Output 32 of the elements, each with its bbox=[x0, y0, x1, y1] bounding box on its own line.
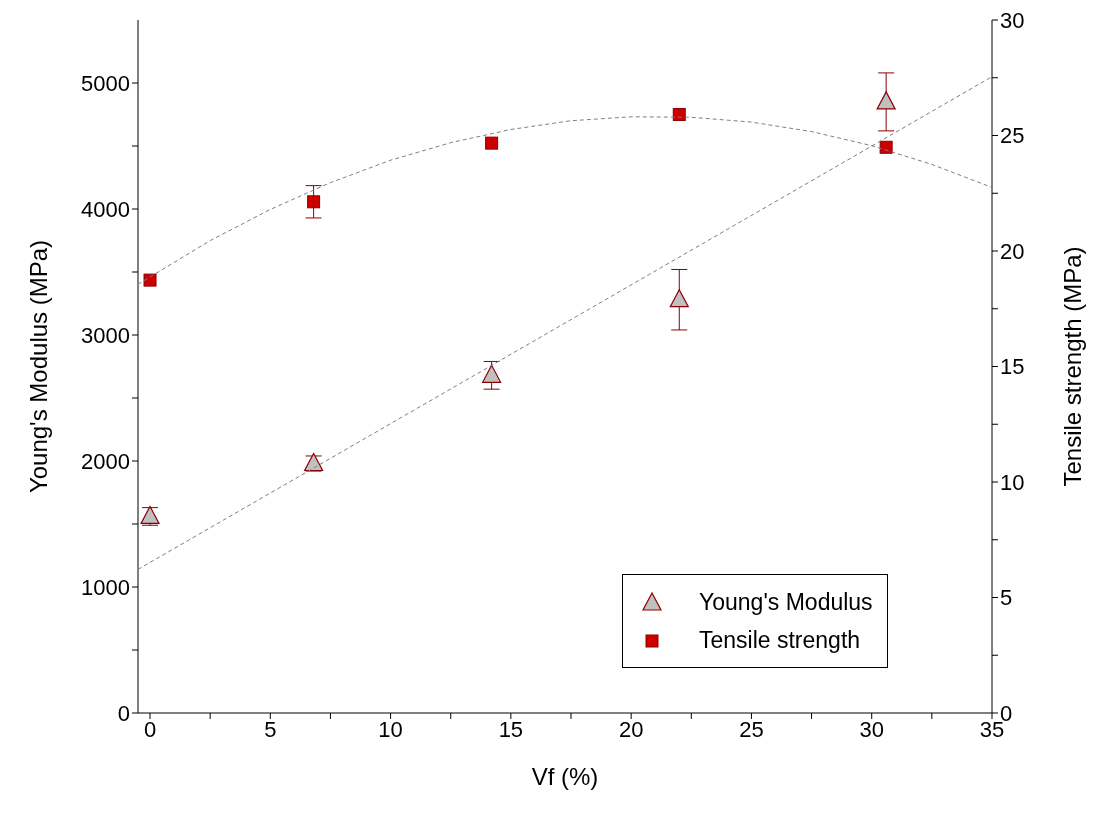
x-tick-label: 5 bbox=[264, 716, 277, 742]
y-tick-label: 2000 bbox=[81, 448, 130, 474]
y-axis-title: Young's Modulus (MPa) bbox=[24, 239, 52, 494]
point bbox=[485, 136, 499, 150]
x-tick-label: 20 bbox=[618, 716, 644, 742]
point bbox=[672, 107, 686, 121]
point bbox=[307, 195, 321, 209]
point bbox=[879, 140, 893, 154]
y2-axis-title: Tensile strength (MPa) bbox=[1058, 246, 1086, 487]
point bbox=[876, 91, 896, 110]
y2-tick-label: 30 bbox=[1000, 7, 1025, 33]
x-tick-label: 0 bbox=[143, 716, 157, 742]
y2-tick-label: 25 bbox=[1000, 123, 1025, 149]
y2-tick-label: 10 bbox=[1000, 469, 1025, 495]
y-tick-label: 4000 bbox=[81, 196, 130, 222]
x-axis-title: Vf (%) bbox=[531, 763, 599, 790]
point bbox=[482, 364, 502, 383]
y2-tick-label: 15 bbox=[1000, 354, 1025, 380]
legend-label: Young's Modulus bbox=[699, 588, 873, 616]
x-tick-label: 25 bbox=[739, 716, 764, 742]
y-tick-label: 5000 bbox=[81, 70, 130, 96]
y2-tick-label: 20 bbox=[1000, 238, 1025, 264]
y-tick-label: 0 bbox=[117, 700, 130, 726]
point bbox=[143, 273, 157, 287]
y-tick-label: 3000 bbox=[81, 322, 130, 348]
x-tick-label: 15 bbox=[498, 716, 524, 742]
x-tick-label: 30 bbox=[859, 716, 884, 742]
legend-label: Tensile strength bbox=[699, 626, 861, 654]
x-tick-label: 10 bbox=[378, 716, 403, 742]
y-tick-label: 1000 bbox=[81, 574, 130, 600]
y2-tick-label: 5 bbox=[1000, 585, 1013, 611]
point bbox=[669, 289, 689, 308]
